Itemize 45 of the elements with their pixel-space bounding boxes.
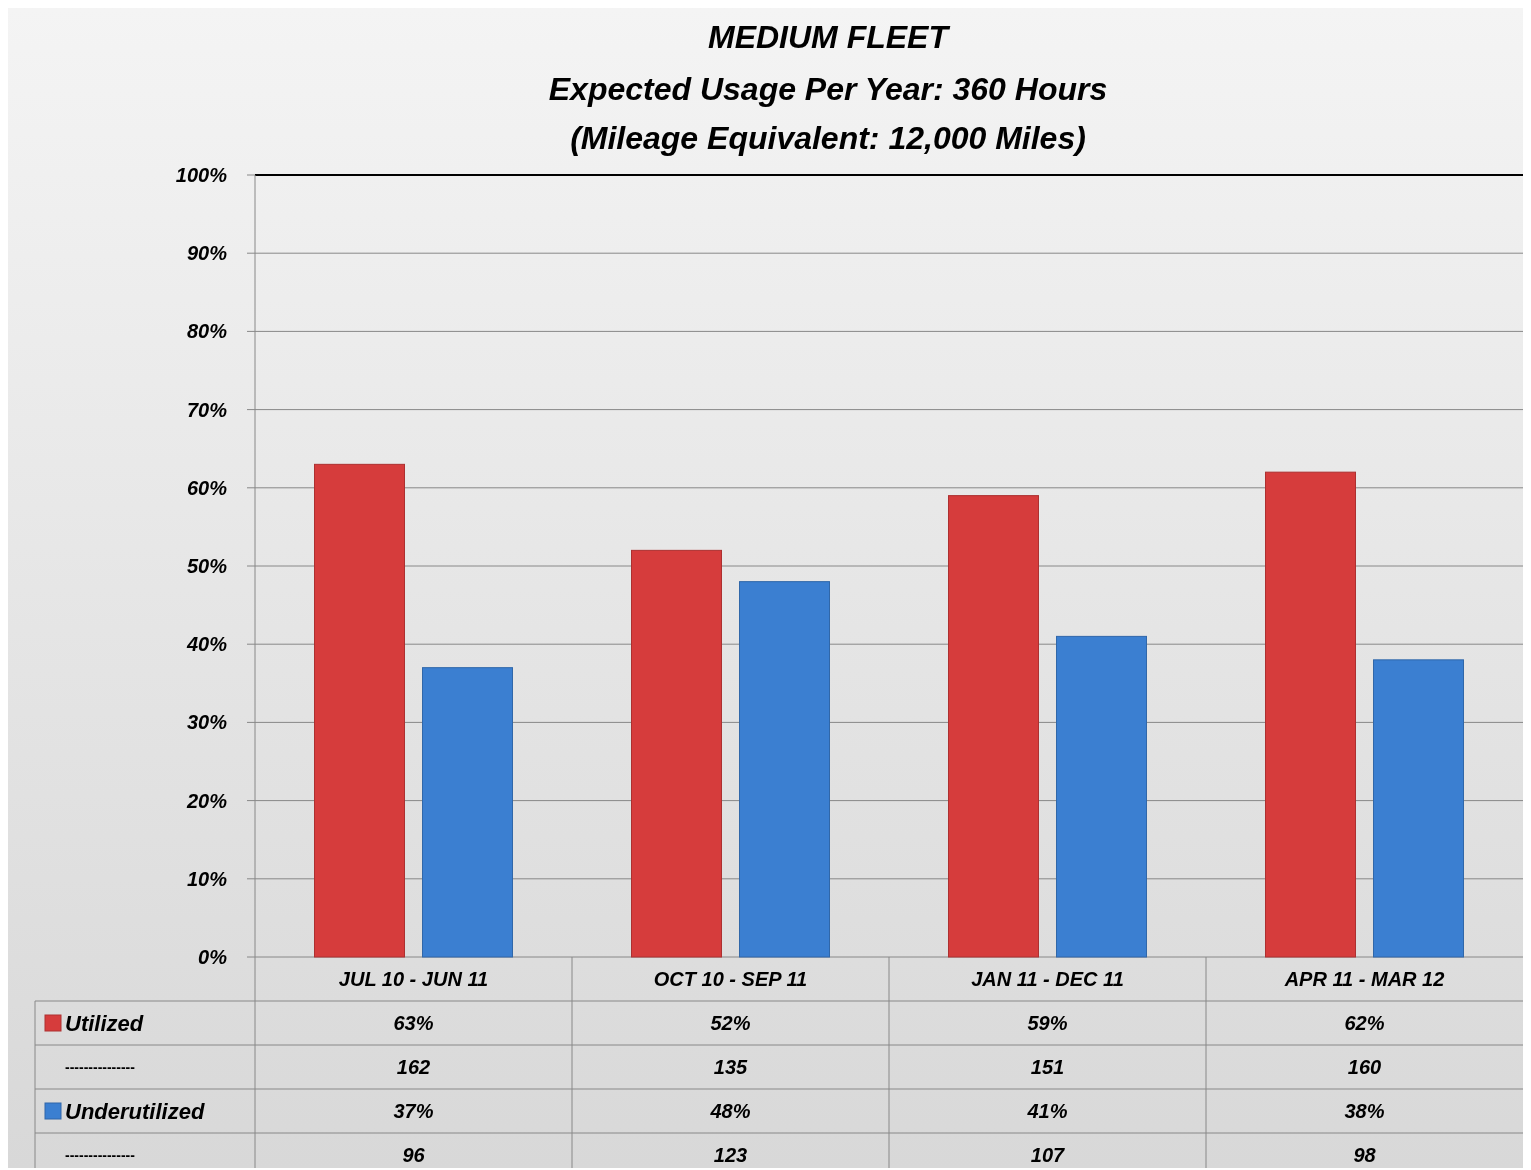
text: 123 (713, 1144, 748, 1166)
data-label: 48% (709, 1100, 751, 1122)
x-tick-label: JUL 10 - JUN 11 (338, 968, 489, 990)
text: 107 (1030, 1144, 1066, 1166)
bar (739, 581, 830, 958)
bar (1373, 659, 1464, 958)
y-tick-label: 0% (198, 946, 228, 968)
x-tick-label: JAN 11 - DEC 11 (971, 968, 1124, 990)
legend-label: Underutilized (65, 1098, 205, 1124)
chart-subtitle: Expected Usage Per Year: 360 Hours (Mileage Equivalent: 12,000 Miles) (548, 71, 1108, 156)
x-tick-label: OCT 10 - SEP 11 (653, 968, 808, 990)
bar (948, 495, 1039, 958)
bar (1265, 471, 1356, 958)
y-tick-label: 20% (185, 789, 228, 812)
data-label: 37% (393, 1100, 434, 1122)
y-tick-label: 40% (185, 633, 228, 656)
legend-label: Utilized (65, 1010, 144, 1036)
y-tick-label: 60% (186, 476, 228, 499)
bar (422, 667, 513, 958)
x-tick-label: APR 11 - MAR 12 (1283, 968, 1445, 990)
text: --------------- (65, 1058, 136, 1075)
bar (631, 549, 722, 958)
chart-title: MEDIUM FLEET (708, 19, 951, 55)
y-tick-label: 30% (186, 711, 228, 734)
y-tick-label: 70% (186, 398, 228, 421)
y-tick-label: 10% (186, 867, 228, 890)
y-tick-label: 80% (186, 320, 228, 343)
text: 135 (713, 1056, 749, 1078)
bar (314, 463, 405, 958)
data-label: 41% (1026, 1100, 1068, 1122)
y-tick-label: 50% (186, 555, 228, 577)
text: 96 (402, 1144, 426, 1166)
text: 151 (1030, 1056, 1065, 1078)
data-label: 38% (1344, 1100, 1385, 1122)
y-tick-label: 90% (186, 242, 228, 265)
data-label: 52% (710, 1012, 751, 1034)
y-tick-label: 100% (175, 164, 228, 186)
text: --------------- (65, 1146, 136, 1163)
text: 162 (396, 1056, 431, 1078)
data-label: 59% (1027, 1012, 1068, 1034)
text: 98 (1353, 1144, 1377, 1166)
bar (1056, 635, 1147, 958)
data-label: 62% (1344, 1012, 1385, 1034)
text: 160 (1347, 1056, 1382, 1078)
data-label: 63% (393, 1012, 434, 1034)
